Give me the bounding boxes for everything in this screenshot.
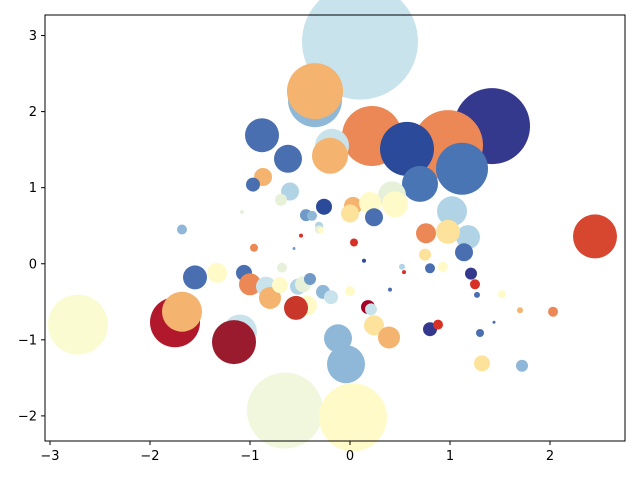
- plot-area: [44, 0, 626, 452]
- scatter-point: [212, 320, 256, 365]
- x-tick-label: −3: [40, 449, 59, 464]
- scatter-point: [299, 233, 303, 238]
- scatter-point: [402, 165, 438, 202]
- scatter-point: [318, 227, 324, 234]
- scatter-point: [548, 306, 558, 317]
- scatter-point: [239, 273, 261, 296]
- x-tick-label: 1: [446, 449, 454, 464]
- scatter-point: [365, 208, 383, 227]
- plot-frame: [44, 14, 626, 442]
- y-tick-label: −1: [18, 333, 37, 348]
- scatter-point: [364, 315, 384, 336]
- scatter-point: [287, 63, 343, 120]
- scatter-point: [456, 225, 480, 250]
- scatter-point: [419, 248, 431, 261]
- scatter-point: [240, 210, 244, 214]
- x-tick-label: 0: [346, 449, 354, 464]
- y-tick-label: 3: [29, 29, 37, 44]
- x-axis: −3 −2 −1 0 1 2: [40, 441, 554, 464]
- scatter-point: [492, 320, 496, 324]
- scatter-point: [470, 279, 480, 290]
- scatter-point: [316, 198, 332, 215]
- scatter-point: [177, 224, 187, 235]
- scatter-point: [245, 118, 279, 153]
- scatter-point: [362, 258, 366, 263]
- scatter-point: [246, 177, 260, 192]
- scatter-point: [345, 286, 355, 297]
- scatter-point: [277, 262, 287, 273]
- scatter-point: [250, 243, 258, 252]
- scatter-point: [365, 303, 377, 316]
- x-tick-label: −2: [140, 449, 159, 464]
- scatter-point: [416, 223, 436, 244]
- y-axis: −2 −1 0 1 2 3: [18, 29, 45, 424]
- scatter-point: [307, 210, 317, 221]
- y-tick-label: 1: [29, 181, 37, 196]
- scatter-point: [438, 261, 448, 272]
- scatter-point: [48, 294, 108, 355]
- scatter-point: [327, 345, 365, 384]
- scatter-point: [382, 191, 408, 218]
- scatter-point: [350, 238, 358, 247]
- x-tick-label: −1: [240, 449, 259, 464]
- scatter-point: [476, 329, 484, 337]
- scatter-point: [380, 121, 434, 176]
- scatter-point: [359, 191, 381, 214]
- scatter-point: [433, 319, 443, 330]
- scatter-point: [517, 307, 523, 314]
- scatter-point: [207, 262, 227, 283]
- scatter-point: [436, 219, 460, 244]
- scatter-point: [573, 214, 617, 259]
- scatter-point: [183, 265, 207, 290]
- scatter-point: [272, 277, 288, 294]
- scatter-point: [247, 372, 323, 449]
- scatter-point: [437, 196, 467, 227]
- scatter-point: [378, 326, 400, 349]
- scatter-point: [259, 287, 281, 309]
- scatter-point: [341, 204, 359, 223]
- scatter-point: [425, 263, 435, 274]
- scatter-point: [516, 359, 528, 372]
- scatter-point: [436, 142, 488, 195]
- scatter-point: [284, 295, 308, 320]
- x-tick-label: 2: [546, 449, 554, 464]
- scatter-point: [388, 287, 392, 292]
- scatter-point: [304, 273, 316, 285]
- scatter-point: [465, 267, 477, 280]
- y-tick-label: 0: [29, 257, 37, 272]
- scatter-point: [399, 263, 405, 270]
- scatter-point: [455, 243, 473, 262]
- scatter-point: [402, 270, 406, 275]
- scatter-point: [474, 355, 490, 372]
- scatter-point: [162, 291, 202, 332]
- scatter-point: [275, 193, 287, 206]
- y-tick-label: 2: [29, 105, 37, 120]
- scatter-point: [292, 247, 296, 250]
- scatter-point: [474, 291, 480, 298]
- scatter-point: [312, 137, 348, 174]
- y-tick-label: −2: [18, 409, 37, 424]
- data-points: [48, 0, 617, 452]
- scatter-point: [498, 290, 506, 299]
- scatter-point: [324, 290, 338, 305]
- scatter-point: [274, 144, 302, 173]
- scatter-point: [319, 383, 387, 452]
